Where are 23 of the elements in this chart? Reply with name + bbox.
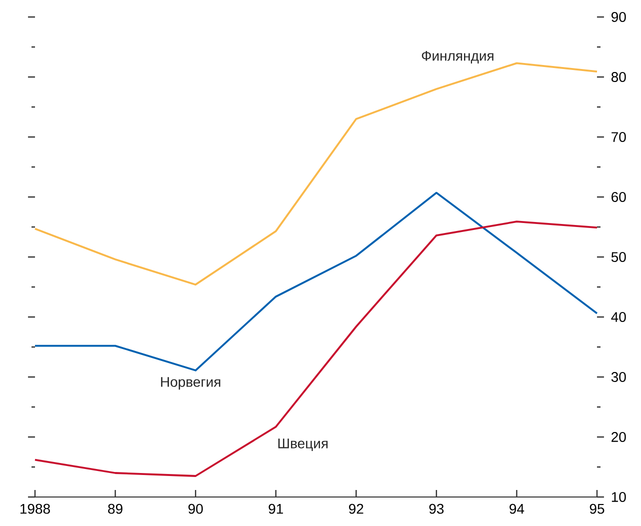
y-tick-label: 10 xyxy=(612,492,626,502)
y-tick-label: 80 xyxy=(611,72,626,82)
series-label: Норвегия xyxy=(161,377,220,390)
y-tick-label: 60 xyxy=(612,192,626,202)
line-series xyxy=(34,220,598,477)
series-label: Финляндия xyxy=(422,50,494,64)
line-series xyxy=(34,62,598,286)
y-tick-label: 50 xyxy=(611,252,626,262)
x-tick-label: 94 xyxy=(510,504,524,514)
y-tick-label: 20 xyxy=(612,432,626,442)
y-tick-label: 90 xyxy=(612,12,626,22)
series-label: Швеция xyxy=(278,438,328,452)
line-series xyxy=(34,192,598,372)
x-tick-label: 93 xyxy=(429,504,444,514)
x-tick-label: 90 xyxy=(188,504,203,514)
x-tick-label: 91 xyxy=(268,504,283,514)
x-tick-label: 92 xyxy=(349,504,364,514)
y-tick-label: 40 xyxy=(611,312,626,322)
y-tick-label: 70 xyxy=(612,132,626,142)
x-tick-label: 1988 xyxy=(20,504,50,514)
y-tick-label: 30 xyxy=(611,372,626,382)
x-tick-label: 95 xyxy=(590,504,604,514)
x-tick-label: 89 xyxy=(108,504,122,514)
